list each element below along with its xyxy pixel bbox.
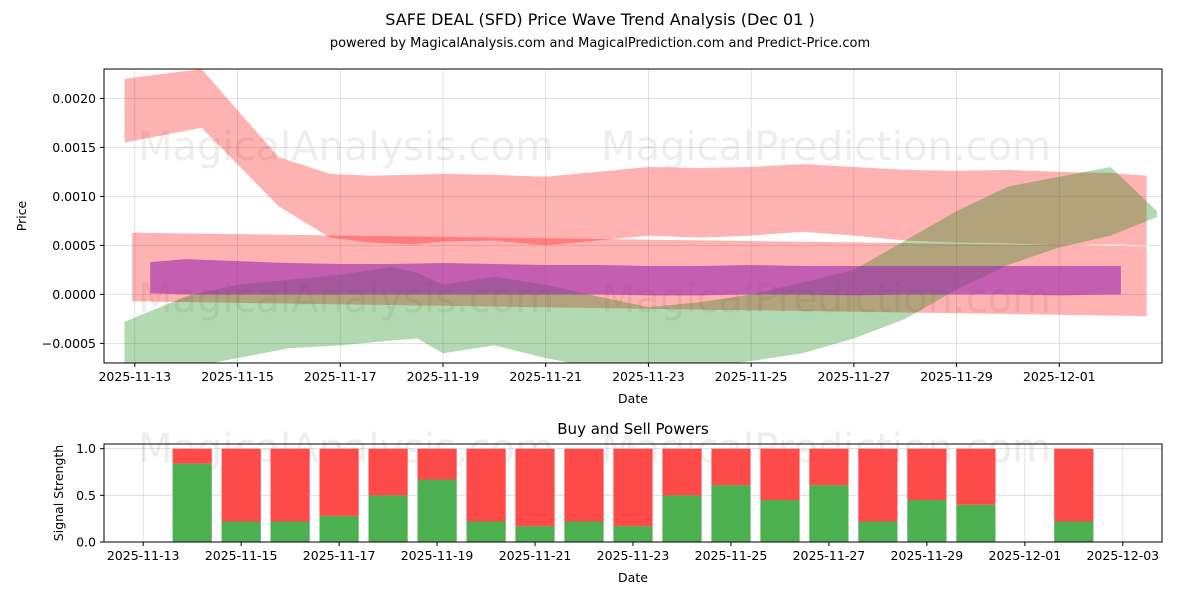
signal-x-tick-label: 2025-11-17 <box>303 548 376 563</box>
price-x-tick-label: 2025-11-29 <box>920 369 993 384</box>
sell-bar <box>270 448 310 522</box>
buy-bar <box>270 521 310 542</box>
signal-y-tick-label: 0.5 <box>76 488 96 503</box>
sell-bar <box>858 448 898 522</box>
price-y-tick-label: 0.0005 <box>52 238 96 253</box>
chart-subtitle: powered by MagicalAnalysis.com and Magic… <box>330 36 870 51</box>
sell-bar <box>319 448 359 516</box>
price-x-axis-label: Date <box>618 391 648 406</box>
sell-bar <box>368 448 408 496</box>
price-y-tick-label: 0.0010 <box>52 189 96 204</box>
sell-bar <box>711 448 751 486</box>
signal-x-tick-label: 2025-12-03 <box>1086 548 1159 563</box>
buy-bar <box>662 495 702 542</box>
buy-bar <box>1054 521 1094 542</box>
price-x-tick-label: 2025-11-13 <box>98 369 171 384</box>
signal-x-tick-label: 2025-11-23 <box>597 548 670 563</box>
signal-x-tick-label: 2025-11-19 <box>401 548 474 563</box>
sell-bar <box>515 448 555 527</box>
sell-bar <box>907 448 947 500</box>
price-x-tick-label: 2025-11-23 <box>612 369 685 384</box>
signal-x-tick-label: 2025-11-29 <box>891 548 964 563</box>
sell-bar <box>221 448 261 522</box>
sell-bar <box>613 448 653 527</box>
buy-bar <box>907 500 947 542</box>
price-y-tick-label: 0.0000 <box>52 287 96 302</box>
signal-y-tick-label: 1.0 <box>76 441 96 456</box>
sell-bar <box>662 448 702 496</box>
wave-band-purple-band <box>150 259 1121 296</box>
buy-bar <box>564 521 604 542</box>
buy-bar <box>417 479 457 542</box>
buy-bar <box>172 463 212 542</box>
price-y-axis-label: Price <box>14 200 29 231</box>
price-plot: MagicalAnalysis.com MagicalPrediction.com… <box>14 68 1163 406</box>
buy-bar <box>466 521 506 542</box>
price-x-tick-label: 2025-11-19 <box>407 369 480 384</box>
buy-bar <box>760 500 800 542</box>
signal-x-tick-label: 2025-11-25 <box>695 548 768 563</box>
sell-bar <box>172 448 212 464</box>
buy-bar <box>858 521 898 542</box>
sell-bar <box>417 448 457 480</box>
price-plot-frame <box>103 68 1163 364</box>
sell-bar <box>809 448 849 486</box>
signal-x-tick-label: 2025-11-15 <box>205 548 278 563</box>
buy-bar <box>809 485 849 542</box>
signal-x-tick-label: 2025-11-13 <box>107 548 180 563</box>
sell-bar <box>956 448 996 505</box>
price-x-tick-label: 2025-11-17 <box>304 369 377 384</box>
buy-bar <box>613 526 653 542</box>
price-y-tick-label: 0.0020 <box>52 91 96 106</box>
buy-bar <box>956 504 996 542</box>
price-x-tick-label: 2025-12-01 <box>1023 369 1096 384</box>
signal-y-tick-label: 0.0 <box>76 535 96 550</box>
watermark-text: MagicalPrediction.com <box>601 124 1051 170</box>
signal-x-tick-label: 2025-12-01 <box>989 548 1062 563</box>
signal-x-axis-label: Date <box>618 570 648 585</box>
signal-plot: MagicalAnalysis.comMagicalPrediction.com… <box>51 426 1163 585</box>
price-y-tick-label: −0.0005 <box>42 336 96 351</box>
sell-bar <box>760 448 800 500</box>
buy-bar <box>711 485 751 542</box>
signal-x-tick-label: 2025-11-27 <box>793 548 866 563</box>
price-y-tick-label: 0.0015 <box>52 140 96 155</box>
sell-bar <box>1054 448 1094 522</box>
chart-title: SAFE DEAL (SFD) Price Wave Trend Analysi… <box>385 10 814 29</box>
buy-bar <box>515 526 555 542</box>
buy-bar <box>221 521 261 542</box>
price-x-tick-label: 2025-11-15 <box>201 369 274 384</box>
signal-x-tick-label: 2025-11-21 <box>499 548 572 563</box>
price-x-tick-label: 2025-11-25 <box>715 369 788 384</box>
wave-band-green-wave <box>124 167 1157 363</box>
price-x-tick-label: 2025-11-21 <box>509 369 582 384</box>
buy-bar <box>368 495 408 542</box>
bar-chart-title: Buy and Sell Powers <box>557 420 709 438</box>
price-x-tick-label: 2025-11-27 <box>818 369 891 384</box>
watermark-text: MagicalAnalysis.com <box>138 124 554 170</box>
wave-band-red-wave-upper <box>124 69 1147 246</box>
buy-bar <box>319 515 359 542</box>
sell-bar <box>564 448 604 522</box>
sell-bar <box>466 448 506 522</box>
signal-y-axis-label: Signal Strength <box>51 445 66 541</box>
